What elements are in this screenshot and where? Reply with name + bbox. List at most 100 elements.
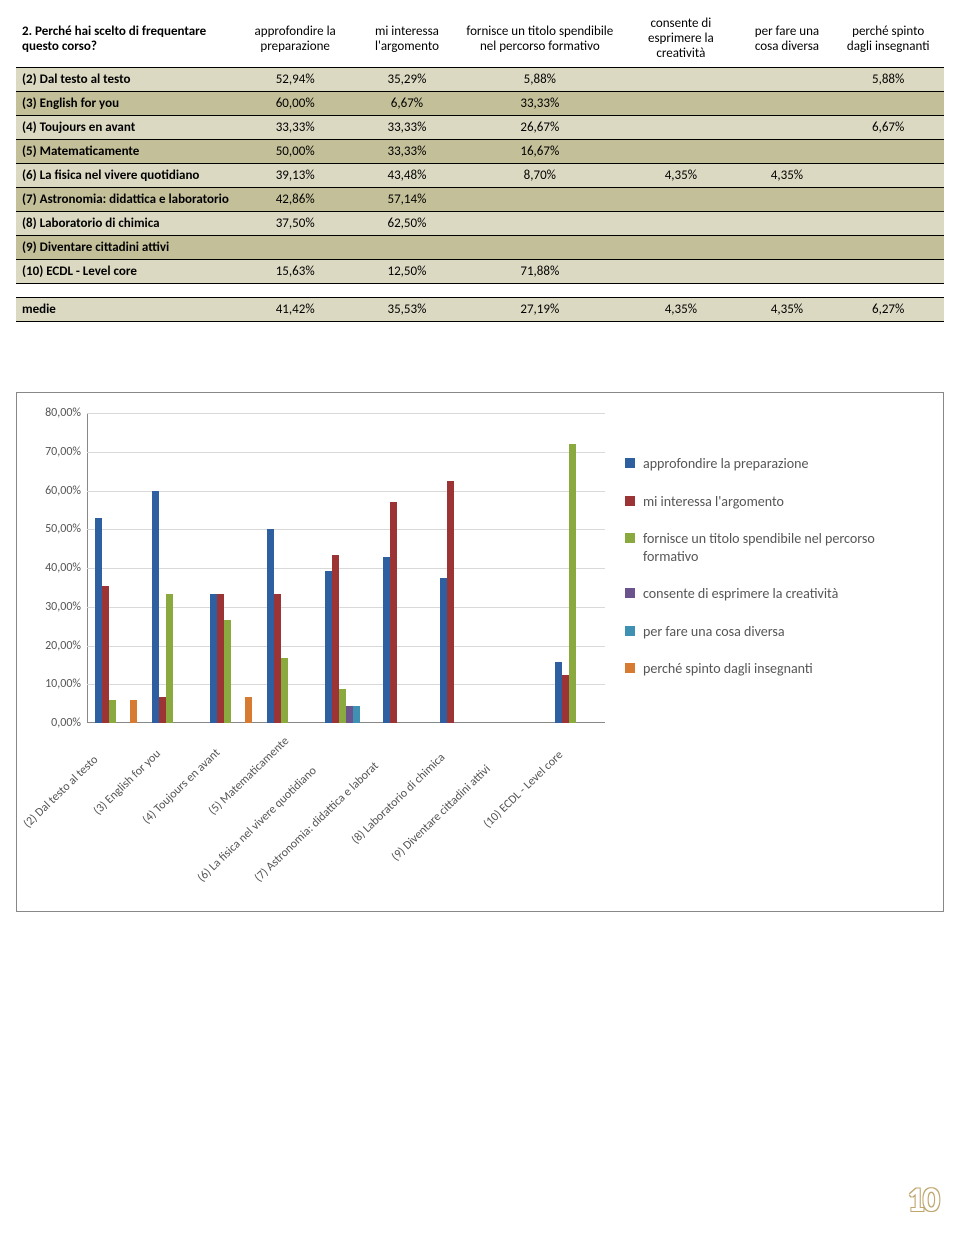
cell-value <box>832 212 944 236</box>
table-row: (8) Laboratorio di chimica37,50%62,50% <box>16 212 944 236</box>
row-label: (8) Laboratorio di chimica <box>16 212 236 236</box>
legend-item: per fare una cosa diversa <box>625 623 933 641</box>
cell-value <box>460 212 621 236</box>
cell-value: 12,50% <box>354 260 459 284</box>
cell-value <box>460 236 621 260</box>
cell-value <box>620 68 742 92</box>
col-5: perché spinto dagli insegnanti <box>832 12 944 68</box>
cell-value: 33,33% <box>460 92 621 116</box>
table-row: (7) Astronomia: didattica e laboratorio4… <box>16 188 944 212</box>
cell-value: 6,67% <box>354 92 459 116</box>
bar <box>224 620 231 723</box>
bar <box>447 481 454 723</box>
x-tick-label: (10) ECDL - Level core <box>481 748 566 831</box>
cell-value: 8,70% <box>460 164 621 188</box>
cell-value <box>832 260 944 284</box>
cell-value: 6,67% <box>832 116 944 140</box>
cell-value: 15,63% <box>236 260 354 284</box>
bar <box>346 706 353 723</box>
data-table: 2. Perché hai scelto di frequentare ques… <box>16 12 944 322</box>
cell-value: 4,35% <box>742 164 833 188</box>
bar-group <box>548 413 606 723</box>
col-0: approfondire la preparazione <box>236 12 354 68</box>
table-row: (6) La fisica nel vivere quotidiano39,13… <box>16 164 944 188</box>
bar-group <box>202 413 260 723</box>
row-label: (3) English for you <box>16 92 236 116</box>
bar <box>102 586 109 723</box>
bar-group <box>490 413 548 723</box>
cell-value: 5,88% <box>832 68 944 92</box>
cell-value <box>742 92 833 116</box>
bar <box>166 594 173 723</box>
chart-legend: approfondire la preparazione mi interessa… <box>605 407 933 901</box>
cell-value <box>832 188 944 212</box>
bar <box>159 697 166 723</box>
cell-value <box>742 260 833 284</box>
table-question: 2. Perché hai scelto di frequentare ques… <box>16 12 236 68</box>
bar <box>210 594 217 723</box>
y-tick-label: 40,00% <box>45 561 81 575</box>
bar <box>130 700 137 723</box>
cell-value: 50,00% <box>236 140 354 164</box>
row-label: (6) La fisica nel vivere quotidiano <box>16 164 236 188</box>
table-row: (5) Matematicamente50,00%33,33%16,67% <box>16 140 944 164</box>
legend-swatch <box>625 458 635 468</box>
y-tick-label: 60,00% <box>45 484 81 498</box>
bar-group <box>87 413 145 723</box>
legend-item: approfondire la preparazione <box>625 455 933 473</box>
bar <box>109 700 116 723</box>
legend-label: fornisce un titolo spendibile nel percor… <box>643 530 933 565</box>
cell-value <box>742 116 833 140</box>
row-label: (2) Dal testo al testo <box>16 68 236 92</box>
cell-value: 33,33% <box>236 116 354 140</box>
page-number: 10 <box>908 1180 938 1221</box>
bar <box>562 675 569 723</box>
bar <box>353 706 360 723</box>
bar-group <box>145 413 203 723</box>
cell-value <box>742 140 833 164</box>
bar <box>217 594 224 723</box>
bar <box>95 518 102 723</box>
bar <box>281 658 288 723</box>
cell-value: 60,00% <box>236 92 354 116</box>
cell-value: 5,88% <box>460 68 621 92</box>
table-row: (3) English for you60,00%6,67%33,33% <box>16 92 944 116</box>
chart-x-labels: (2) Dal testo al testo(3) English for yo… <box>87 729 605 879</box>
row-label: (10) ECDL - Level core <box>16 260 236 284</box>
y-tick-label: 10,00% <box>45 677 81 691</box>
bar <box>325 571 332 723</box>
table-row: (2) Dal testo al testo52,94%35,29%5,88%5… <box>16 68 944 92</box>
row-label: (7) Astronomia: didattica e laboratorio <box>16 188 236 212</box>
bar <box>152 491 159 724</box>
chart-plot-area: 0,00%10,00%20,00%30,00%40,00%50,00%60,00… <box>87 413 605 723</box>
legend-swatch <box>625 496 635 506</box>
cell-value <box>620 116 742 140</box>
bar <box>440 578 447 723</box>
row-label: (9) Diventare cittadini attivi <box>16 236 236 260</box>
bar <box>390 502 397 723</box>
legend-item: consente di esprimere la creatività <box>625 585 933 603</box>
table-row: (10) ECDL - Level core15,63%12,50%71,88% <box>16 260 944 284</box>
legend-label: approfondire la preparazione <box>643 455 808 473</box>
cell-value <box>832 236 944 260</box>
legend-swatch <box>625 663 635 673</box>
cell-value: 39,13% <box>236 164 354 188</box>
cell-value <box>742 236 833 260</box>
col-2: fornisce un titolo spendibile nel percor… <box>460 12 621 68</box>
cell-value: 35,29% <box>354 68 459 92</box>
col-1: mi interessa l'argomento <box>354 12 459 68</box>
cell-value: 26,67% <box>460 116 621 140</box>
cell-value: 33,33% <box>354 116 459 140</box>
cell-value <box>620 212 742 236</box>
bar <box>555 662 562 723</box>
cell-value: 57,14% <box>354 188 459 212</box>
cell-value <box>742 188 833 212</box>
cell-value: 62,50% <box>354 212 459 236</box>
y-tick-label: 70,00% <box>45 445 81 459</box>
bar <box>274 594 281 723</box>
bar <box>339 689 346 723</box>
bar-group <box>432 413 490 723</box>
cell-value <box>832 164 944 188</box>
legend-item: mi interessa l'argomento <box>625 493 933 511</box>
y-tick-label: 30,00% <box>45 600 81 614</box>
